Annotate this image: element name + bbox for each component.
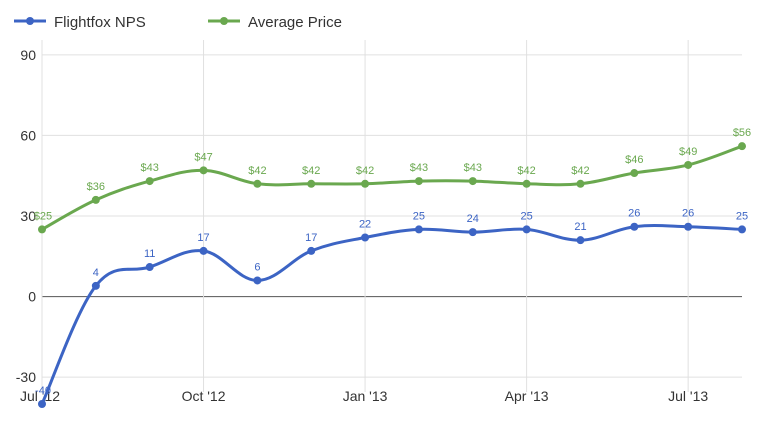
data-label-average-price: $42 (302, 165, 320, 177)
series-line-average-price (40, 144, 744, 231)
data-label-average-price: $42 (517, 165, 535, 177)
series-average-price: $25 $36 $43 $47 $42 $42 $42 $43 $43 $42 $42 $46 $49 $… (34, 127, 751, 234)
data-label-flightfox-nps: 4 (93, 267, 99, 279)
data-label-flightfox-nps: 17 (305, 232, 317, 244)
data-label-average-price: $56 (733, 127, 751, 139)
data-label-flightfox-nps: 6 (254, 261, 260, 273)
data-label-flightfox-nps: 26 (682, 208, 694, 220)
data-label-flightfox-nps: 25 (736, 210, 748, 222)
data-point-average-price (145, 177, 154, 186)
x-tick-label: Jul '12 (20, 388, 60, 404)
legend-item-average-price: Average Price (208, 14, 342, 31)
series-flightfox-nps: -40 4 11 17 6 17 22 25 24 25 21 26 26 25 (35, 208, 748, 408)
data-label-average-price: $49 (679, 146, 697, 158)
data-label-flightfox-nps: 22 (359, 218, 371, 230)
data-point-average-price (199, 166, 208, 175)
data-point-average-price (91, 195, 100, 204)
data-point-average-price (522, 179, 531, 188)
data-label-flightfox-nps: 26 (628, 208, 640, 220)
data-label-average-price: $42 (356, 165, 374, 177)
data-label-flightfox-nps: -40 (35, 385, 51, 397)
data-label-average-price: $42 (571, 165, 589, 177)
data-point-flightfox-nps (576, 236, 585, 245)
data-label-average-price: $47 (194, 151, 212, 163)
data-label-flightfox-nps: 24 (467, 213, 479, 225)
y-axis: -30 0 30 60 90 (16, 47, 36, 385)
data-point-flightfox-nps (145, 263, 154, 272)
data-point-average-price (361, 179, 370, 188)
data-point-average-price (738, 142, 746, 151)
data-point-average-price (684, 160, 693, 169)
y-tick-label: 90 (20, 47, 36, 63)
y-tick-label: -30 (16, 369, 36, 385)
data-point-flightfox-nps (307, 246, 316, 255)
data-point-flightfox-nps (522, 225, 531, 234)
data-point-flightfox-nps (630, 222, 639, 231)
data-point-flightfox-nps (468, 228, 477, 237)
data-point-flightfox-nps (199, 246, 208, 255)
legend-label: Average Price (248, 14, 342, 31)
data-label-flightfox-nps: 25 (413, 210, 425, 222)
data-point-flightfox-nps (253, 276, 262, 285)
x-tick-label: Apr '13 (505, 388, 549, 404)
data-point-flightfox-nps (414, 225, 423, 234)
data-label-flightfox-nps: 17 (197, 232, 209, 244)
x-axis: Jul '12 Oct '12 Jan '13 Apr '13 Jul '13 (20, 388, 708, 404)
legend: Flightfox NPS Average Price (14, 14, 342, 31)
data-label-average-price: $43 (141, 162, 159, 174)
data-point-flightfox-nps (91, 281, 100, 290)
data-point-average-price (414, 177, 423, 186)
x-tick-label: Jan '13 (343, 388, 388, 404)
data-point-average-price (307, 179, 316, 188)
data-label-average-price: $43 (464, 162, 482, 174)
data-point-average-price (38, 225, 46, 234)
legend-item-flightfox-nps: Flightfox NPS (14, 14, 146, 31)
x-tick-label: Jul '13 (668, 388, 708, 404)
y-tick-label: 60 (20, 127, 36, 143)
data-point-flightfox-nps (38, 400, 46, 408)
data-label-flightfox-nps: 25 (520, 210, 532, 222)
x-tick-label: Oct '12 (182, 388, 226, 404)
data-point-average-price (630, 169, 639, 178)
data-label-average-price: $46 (625, 154, 643, 166)
y-tick-label: 30 (20, 208, 36, 224)
data-point-average-price (468, 177, 477, 186)
data-label-average-price: $43 (410, 162, 428, 174)
legend-swatch-marker (220, 17, 228, 25)
data-point-flightfox-nps (738, 225, 746, 234)
legend-label: Flightfox NPS (54, 14, 146, 31)
y-tick-label: 0 (28, 289, 36, 305)
legend-swatch-marker (26, 17, 34, 25)
data-point-flightfox-nps (361, 233, 370, 242)
data-point-average-price (253, 179, 262, 188)
data-label-average-price: $36 (87, 181, 105, 193)
data-label-flightfox-nps: 11 (144, 248, 155, 260)
grid (41, 40, 742, 392)
data-point-flightfox-nps (684, 222, 693, 231)
data-label-average-price: $25 (34, 210, 52, 222)
data-label-average-price: $42 (248, 165, 266, 177)
data-point-average-price (576, 179, 585, 188)
data-label-flightfox-nps: 21 (574, 221, 586, 233)
